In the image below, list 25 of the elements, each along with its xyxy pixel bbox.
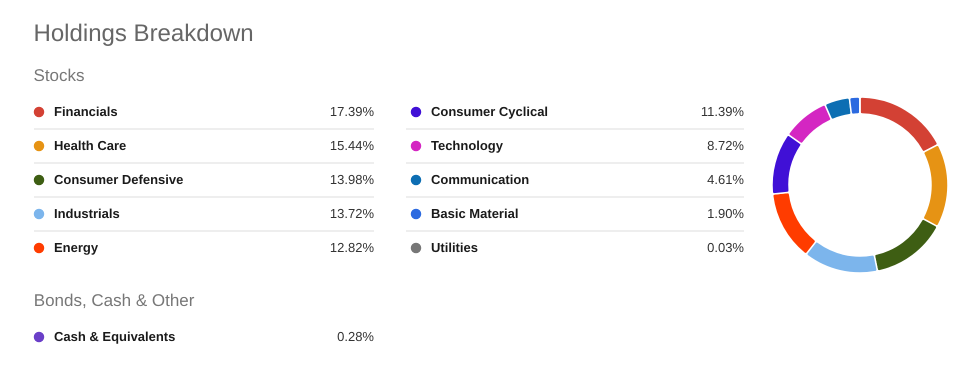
- legend-label: Energy: [54, 240, 99, 255]
- data-label: 4.61%: [707, 172, 744, 187]
- data-label: 0.28%: [337, 329, 374, 344]
- legend-label: Health Care: [54, 138, 126, 153]
- data-label: 8.72%: [707, 138, 744, 153]
- data-label: 15.44%: [330, 138, 374, 153]
- legend-label: Basic Material: [431, 206, 518, 221]
- data-label: 17.39%: [330, 104, 374, 119]
- legend-label: Utilities: [431, 240, 478, 255]
- data-label: 0.03%: [707, 240, 744, 255]
- legend-label: Technology: [431, 138, 504, 153]
- category-label: Cash & Equivalents: [54, 329, 176, 344]
- text: Bonds, Cash & Other: [34, 291, 195, 310]
- data-label: 13.98%: [330, 172, 374, 187]
- chart-title: Holdings Breakdown: [34, 20, 254, 47]
- legend-label: Consumer Defensive: [54, 172, 184, 187]
- legend-label: Financials: [54, 104, 118, 119]
- legend-label: Consumer Cyclical: [431, 104, 548, 119]
- legend-label: Industrials: [54, 206, 120, 221]
- data-label: 13.72%: [330, 206, 374, 221]
- chart-subtitle: Stocks: [34, 66, 85, 85]
- data-label: 1.90%: [707, 206, 744, 221]
- data-label: 11.39%: [700, 104, 744, 119]
- data-label: 12.82%: [330, 240, 374, 255]
- legend-label: Communication: [431, 172, 530, 187]
